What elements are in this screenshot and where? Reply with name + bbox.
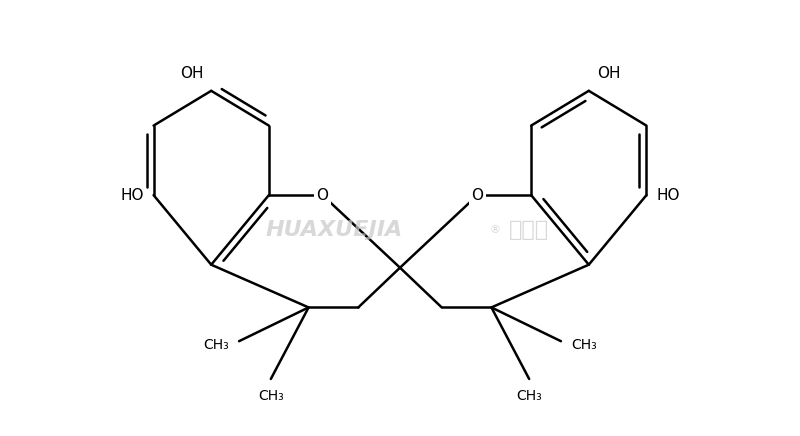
Text: OH: OH [180, 66, 203, 81]
Text: CH₃: CH₃ [258, 389, 284, 403]
Text: HUAXUEJIA: HUAXUEJIA [266, 220, 403, 240]
Text: CH₃: CH₃ [516, 389, 542, 403]
Text: HO: HO [656, 187, 680, 203]
Text: CH₃: CH₃ [571, 338, 597, 352]
Text: CH₃: CH₃ [203, 338, 229, 352]
Text: 化学加: 化学加 [510, 220, 550, 240]
Text: HO: HO [120, 187, 144, 203]
Text: OH: OH [597, 66, 620, 81]
Text: O: O [317, 187, 329, 203]
Text: O: O [471, 187, 483, 203]
Text: ®: ® [490, 225, 501, 235]
